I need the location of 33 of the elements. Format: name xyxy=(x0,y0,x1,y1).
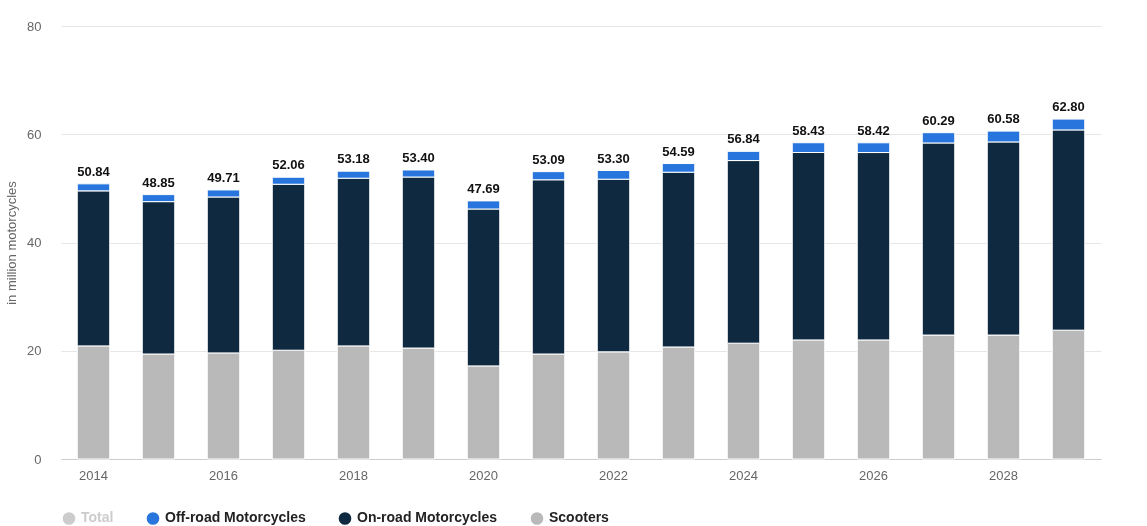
legend-label: On-road Motorcycles xyxy=(357,509,498,526)
total-label: 53.18 xyxy=(337,151,370,167)
total-label: 49.71 xyxy=(207,169,240,185)
y-tick-label: 0 xyxy=(34,451,42,467)
legend-label: Off-road Motorcycles xyxy=(165,509,307,526)
x-tick-label: 2020 xyxy=(469,467,498,483)
x-tick-label: 2018 xyxy=(339,467,368,483)
total-label: 52.06 xyxy=(272,157,305,173)
x-tick-label: 2022 xyxy=(599,467,628,483)
x-tick-label: 2024 xyxy=(729,467,758,483)
total-label: 62.80 xyxy=(1052,99,1085,115)
total-label: 53.40 xyxy=(402,149,435,165)
x-tick-label: 2016 xyxy=(209,467,238,483)
total-label: 54.59 xyxy=(662,143,695,159)
total-label: 60.29 xyxy=(922,112,955,128)
total-label: 53.09 xyxy=(532,151,565,167)
y-tick-label: 20 xyxy=(27,343,42,359)
x-tick-label: 2028 xyxy=(989,467,1018,483)
y-tick-label: 80 xyxy=(27,18,42,34)
total-label: 60.58 xyxy=(987,111,1020,127)
legend-label: Scooters xyxy=(549,509,610,526)
y-axis-title: in million motorcycles xyxy=(4,180,20,305)
total-label: 56.84 xyxy=(727,131,761,147)
y-tick-label: 60 xyxy=(27,126,42,142)
total-label: 53.30 xyxy=(597,150,630,166)
total-label: 47.69 xyxy=(467,180,500,196)
total-label: 50.84 xyxy=(77,163,111,179)
total-label: 58.42 xyxy=(857,122,890,138)
y-tick-label: 40 xyxy=(27,235,42,250)
x-tick-label: 2014 xyxy=(79,467,108,483)
total-label: 48.85 xyxy=(142,174,175,190)
x-tick-label: 2026 xyxy=(859,467,888,483)
total-label: 58.43 xyxy=(792,122,825,138)
